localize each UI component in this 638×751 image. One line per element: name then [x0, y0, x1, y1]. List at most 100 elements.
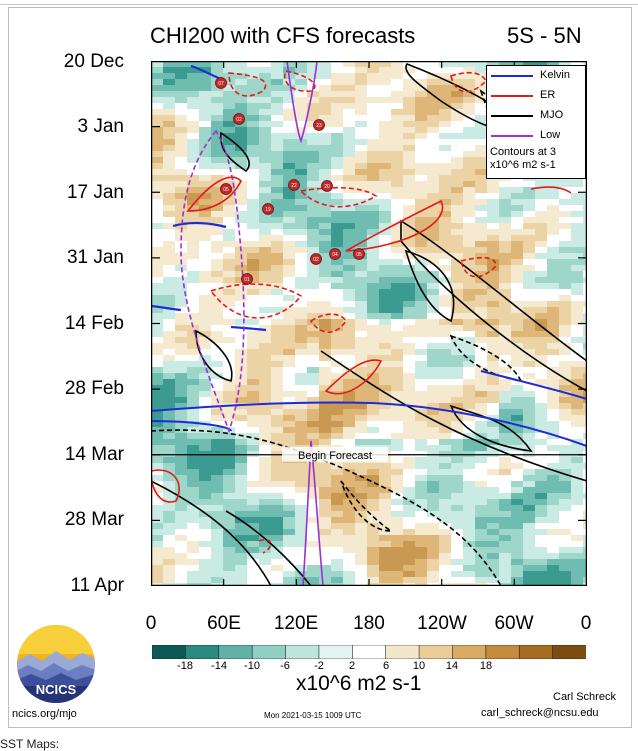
heat-cell — [583, 511, 587, 518]
heat-cell — [343, 145, 356, 152]
heat-cell — [331, 193, 344, 200]
heat-cell — [355, 373, 368, 380]
heat-cell — [583, 409, 587, 416]
heat-cell — [559, 439, 572, 446]
heat-cell — [187, 301, 200, 308]
heat-cell — [283, 529, 296, 536]
heat-cell — [403, 511, 416, 518]
heat-cell — [439, 433, 452, 440]
x-tick-label: 0 — [580, 613, 592, 634]
heat-cell — [415, 415, 428, 422]
heat-cell — [403, 415, 416, 422]
heat-cell — [331, 439, 344, 446]
site-link[interactable]: ncics.org/mjo — [12, 708, 77, 720]
heat-cell — [583, 271, 587, 278]
heat-cell — [283, 109, 296, 116]
heat-cell — [367, 325, 380, 332]
heat-cell — [175, 193, 188, 200]
heat-cell — [319, 127, 332, 134]
heat-cell — [319, 547, 332, 554]
heat-cell — [259, 277, 272, 284]
heat-cell — [427, 187, 440, 194]
heat-cell — [283, 313, 296, 320]
heat-cell — [535, 229, 548, 236]
heat-cell — [559, 409, 572, 416]
heat-cell — [355, 181, 368, 188]
heat-cell — [271, 445, 284, 452]
heat-cell — [331, 319, 344, 326]
heat-cell — [379, 271, 392, 278]
heat-cell — [259, 433, 272, 440]
heat-cell — [415, 439, 428, 446]
heat-cell — [451, 337, 464, 344]
heat-cell — [163, 175, 176, 182]
heat-cell — [271, 373, 284, 380]
heat-cell — [343, 475, 356, 482]
heat-cell — [199, 559, 212, 566]
heat-cell — [463, 499, 476, 506]
heat-cell — [343, 115, 356, 122]
heat-cell — [151, 415, 164, 422]
heat-cell — [187, 157, 200, 164]
heat-cell — [307, 583, 320, 586]
heat-cell — [247, 523, 260, 530]
heat-cell — [199, 379, 212, 386]
heat-cell — [187, 235, 200, 242]
heat-cell — [439, 349, 452, 356]
heat-cell — [343, 283, 356, 290]
heat-cell — [247, 85, 260, 92]
heat-cell — [151, 547, 164, 554]
heat-cell — [379, 121, 392, 128]
heat-cell — [331, 307, 344, 314]
heat-cell — [235, 409, 248, 416]
heat-cell — [163, 529, 176, 536]
heat-cell — [151, 487, 164, 494]
heat-cell — [391, 565, 404, 572]
contour-line — [449, 334, 523, 383]
author-email[interactable]: carl_schreck@ncsu.edu — [481, 707, 599, 719]
heat-cell — [451, 505, 464, 512]
heat-cell — [283, 115, 296, 122]
heat-cell — [547, 577, 560, 584]
heat-cell — [271, 307, 284, 314]
heat-cell — [331, 91, 344, 98]
heat-cell — [187, 367, 200, 374]
heat-cell — [439, 103, 452, 110]
heat-cell — [355, 325, 368, 332]
colorbar-tick: 18 — [479, 660, 493, 672]
heat-cell — [319, 571, 332, 578]
heat-cell — [343, 253, 356, 260]
heat-cell — [463, 121, 476, 128]
heat-cell — [283, 583, 296, 586]
heat-cell — [151, 379, 164, 386]
heat-cell — [199, 73, 212, 80]
heat-cell — [547, 493, 560, 500]
heat-cell — [475, 265, 488, 272]
heat-cell — [175, 469, 188, 476]
heat-cell — [211, 349, 224, 356]
heat-cell — [319, 193, 332, 200]
heat-cell — [175, 391, 188, 398]
heat-cell — [307, 109, 320, 116]
heat-cell — [463, 475, 476, 482]
heat-cell — [199, 319, 212, 326]
heat-cell — [403, 265, 416, 272]
heat-cell — [187, 223, 200, 230]
heat-cell — [523, 187, 536, 194]
heat-cell — [319, 199, 332, 206]
heat-cell — [355, 115, 368, 122]
heat-cell — [163, 229, 176, 236]
heat-cell — [463, 469, 476, 476]
heat-cell — [283, 253, 296, 260]
heat-cell — [211, 193, 224, 200]
heat-cell — [355, 421, 368, 428]
heat-cell — [571, 253, 584, 260]
heat-cell — [427, 427, 440, 434]
heat-cell — [187, 181, 200, 188]
heat-cell — [319, 289, 332, 296]
heat-cell — [295, 559, 308, 566]
heat-cell — [343, 277, 356, 284]
heat-cell — [187, 265, 200, 272]
heat-cell — [235, 349, 248, 356]
heat-cell — [523, 301, 536, 308]
